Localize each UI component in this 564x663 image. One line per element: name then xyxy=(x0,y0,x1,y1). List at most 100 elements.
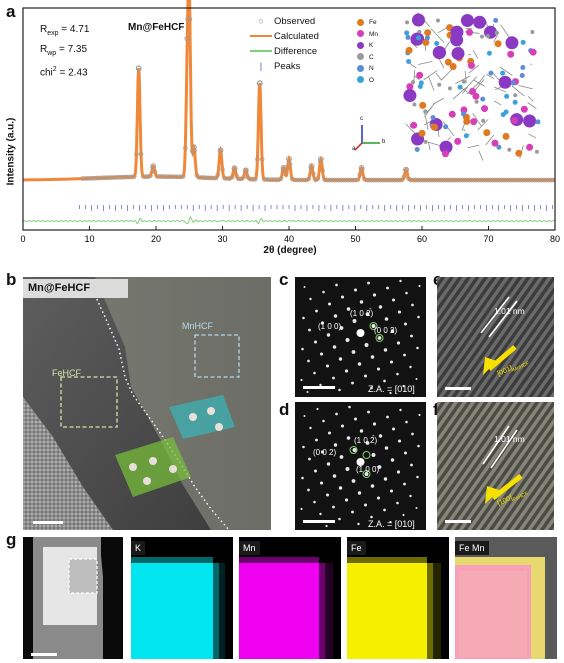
fit-stats: Rexp = 4.71 Rwp = 7.35 chi2 = 2.43 xyxy=(40,22,89,81)
observed-point xyxy=(255,157,260,162)
atom xyxy=(404,30,410,36)
x-tick-label: 80 xyxy=(550,234,560,244)
eds-mn-tag: Mn xyxy=(239,541,260,555)
atom xyxy=(444,58,452,66)
observed-point xyxy=(173,174,179,180)
observed-point xyxy=(210,175,216,181)
observed-point xyxy=(548,177,554,183)
observed-point xyxy=(103,175,109,181)
atom xyxy=(412,102,417,107)
fft-c-spot-100: (1 0 0) xyxy=(318,322,342,331)
diffraction-spot xyxy=(333,314,338,318)
observed-point xyxy=(492,177,498,183)
fft-d-spot-002: (0 0 2) xyxy=(313,448,337,457)
atom-legend: Fe Mn K C N O xyxy=(357,17,378,86)
observed-point xyxy=(473,177,479,183)
legend-difference: Difference xyxy=(248,44,319,59)
diffraction-spot xyxy=(344,369,349,373)
diffraction-spot xyxy=(410,334,413,338)
bond xyxy=(413,75,420,81)
diffraction-spot xyxy=(371,324,376,328)
diffraction-spot xyxy=(325,524,328,528)
observed-point xyxy=(515,177,521,183)
diffraction-spot xyxy=(359,429,364,433)
diffraction-spot xyxy=(389,520,392,524)
observed-point xyxy=(322,177,328,183)
observed-point xyxy=(310,171,316,176)
atom xyxy=(513,93,518,98)
observed-point xyxy=(357,172,363,177)
observed-point xyxy=(376,177,381,183)
observed-point xyxy=(141,174,146,179)
observed-point xyxy=(273,177,279,183)
x-tick-label: 10 xyxy=(84,234,94,244)
diffraction-spot xyxy=(338,388,341,392)
observed-peak-point xyxy=(256,80,263,87)
diffraction-spot xyxy=(320,321,325,325)
diffraction-spot xyxy=(346,307,351,311)
observed-point xyxy=(178,174,183,180)
observed-point xyxy=(134,151,139,157)
observed-point xyxy=(162,174,167,179)
observed-point xyxy=(525,177,530,183)
bond xyxy=(442,121,455,136)
bond xyxy=(423,70,438,81)
diffraction-spot xyxy=(338,517,341,521)
diffraction-spot xyxy=(326,333,331,337)
observed-point xyxy=(336,177,342,183)
observed-point xyxy=(452,177,458,183)
diffraction-spot xyxy=(308,328,311,332)
observed-point xyxy=(136,66,141,71)
x-tick-label: 70 xyxy=(483,234,493,244)
atom-mn: Mn xyxy=(357,29,378,41)
atom xyxy=(450,33,464,47)
atom xyxy=(411,80,416,85)
observed-point xyxy=(490,177,495,183)
atom xyxy=(410,121,418,129)
observed-point xyxy=(315,176,321,181)
observed-point xyxy=(545,177,551,183)
diffraction-spot xyxy=(364,472,369,476)
diffraction-spot xyxy=(415,506,418,510)
atom xyxy=(479,34,484,39)
observed-point xyxy=(92,175,97,181)
observed-point xyxy=(113,175,118,180)
observed-point xyxy=(222,176,228,181)
bond xyxy=(493,86,507,93)
bond xyxy=(472,113,482,127)
atom xyxy=(483,129,491,137)
observed-point xyxy=(415,177,421,183)
observed-point xyxy=(513,177,519,183)
atom xyxy=(500,70,506,76)
diffraction-spot xyxy=(372,422,377,426)
diffraction-spot xyxy=(410,463,413,467)
diffraction-spot xyxy=(416,346,419,350)
observed-point xyxy=(429,177,435,183)
diffraction-spot xyxy=(345,338,350,342)
diffraction-spot xyxy=(417,444,420,448)
diffraction-spot xyxy=(346,436,351,440)
atom xyxy=(507,147,512,152)
observed-point xyxy=(180,174,186,179)
atom xyxy=(419,101,427,109)
legend-calculated: Calculated xyxy=(248,29,319,44)
observed-point xyxy=(520,177,526,183)
x-tick-label: 20 xyxy=(151,234,161,244)
hrtem-image-e xyxy=(437,277,554,397)
observed-point xyxy=(124,174,130,180)
atom xyxy=(441,150,449,158)
observed-point xyxy=(362,176,367,182)
observed-point xyxy=(338,177,344,183)
atom xyxy=(473,15,487,29)
observed-point xyxy=(329,177,335,183)
bond xyxy=(473,79,485,87)
diffraction-spot xyxy=(307,488,310,492)
axis-c: c xyxy=(360,116,363,122)
diffraction-spot xyxy=(378,434,383,438)
atom xyxy=(405,20,410,25)
diffraction-spot xyxy=(322,290,325,294)
observed-point xyxy=(224,176,230,181)
bond xyxy=(511,85,525,97)
observed-point xyxy=(220,167,225,172)
atom-c: C xyxy=(357,52,378,64)
